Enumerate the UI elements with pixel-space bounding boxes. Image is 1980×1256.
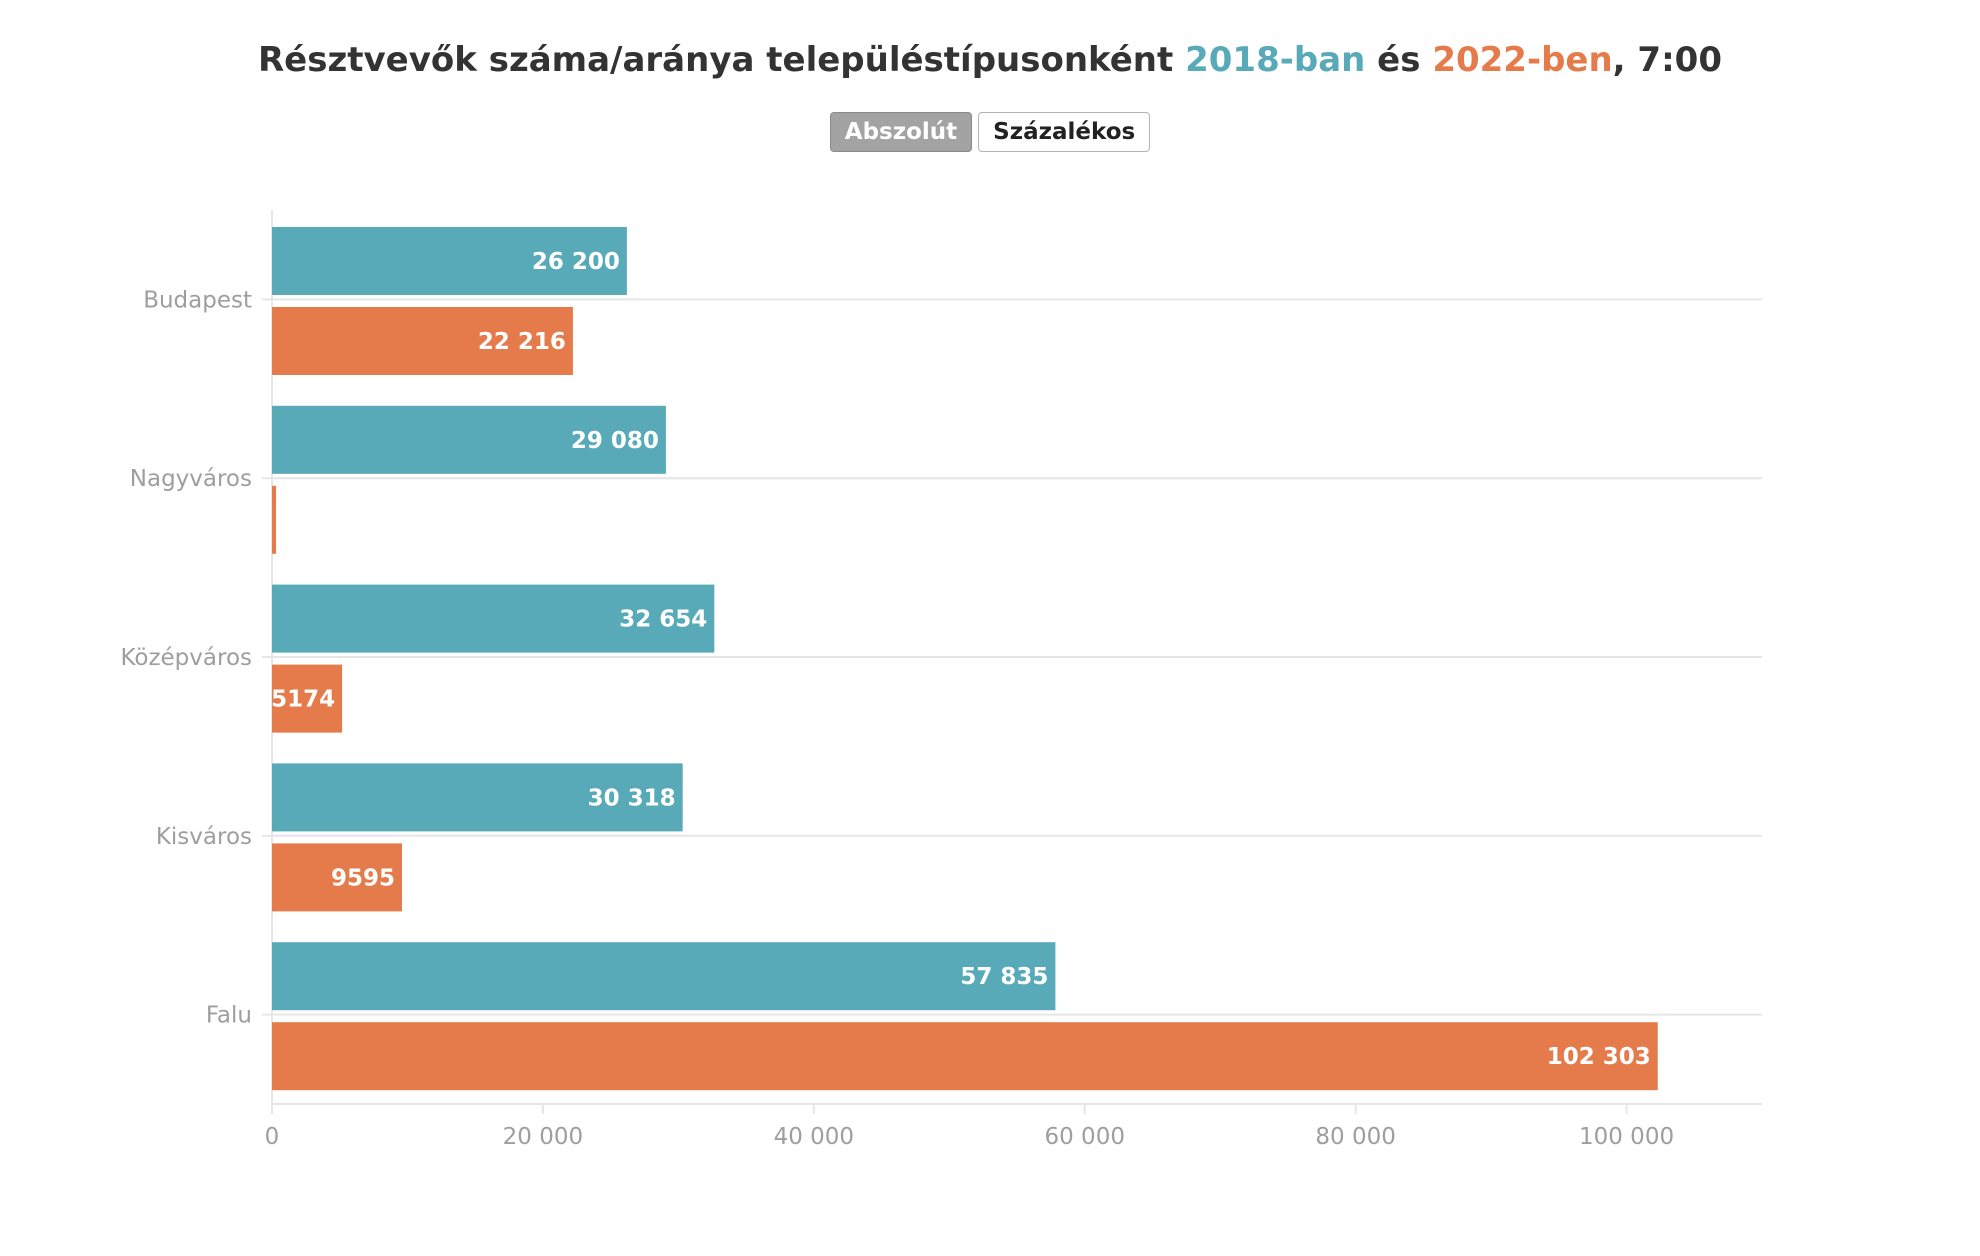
bar-value-label: 102 303 (1547, 1044, 1651, 1070)
bar-value-label: 26 200 (532, 249, 620, 275)
category-label: Nagyváros (130, 466, 252, 492)
title-year-2022: 2022-ben (1432, 40, 1613, 80)
category-label: Falu (206, 1003, 252, 1029)
bar-2022-kisváros[interactable] (272, 843, 402, 912)
category-label: Budapest (143, 287, 252, 313)
absolute-toggle-button[interactable]: Abszolút (829, 112, 973, 152)
bar-value-label: 9595 (331, 865, 395, 891)
bar-value-label: 29 080 (571, 428, 659, 454)
bar-2018-középváros[interactable] (272, 584, 715, 653)
x-tick-label: 40 000 (774, 1124, 854, 1150)
title-year-2018: 2018-ban (1185, 40, 1366, 80)
bar-value-label: 22 216 (478, 329, 566, 355)
bar-2022-középváros[interactable] (272, 664, 343, 733)
bar-value-label: 57 835 (960, 964, 1048, 990)
bar-value-label: 32 654 (619, 607, 707, 633)
category-label: Középváros (120, 645, 252, 671)
x-tick-label: 80 000 (1315, 1124, 1395, 1150)
category-label: Kisváros (156, 824, 252, 850)
title-prefix: Résztvevők száma/aránya településtípuson… (258, 40, 1186, 80)
bar-2018-nagyváros[interactable] (272, 405, 666, 474)
x-tick-label: 60 000 (1044, 1124, 1124, 1150)
bar-value-label: 30 318 (588, 785, 676, 811)
bar-2022-nagyváros[interactable] (272, 485, 277, 554)
percent-toggle-button[interactable]: Százalékos (978, 112, 1151, 152)
x-tick-label: 100 000 (1579, 1124, 1674, 1150)
bar-value-label: 5174 (271, 687, 335, 713)
bar-2022-budapest[interactable] (272, 307, 573, 375)
bar-2022-falu[interactable] (272, 1022, 1658, 1091)
x-tick-label: 0 (265, 1124, 280, 1150)
bar-2018-budapest[interactable] (272, 227, 627, 295)
title-suffix: , 7:00 (1612, 40, 1722, 80)
chart-title: Résztvevők száma/aránya településtípuson… (0, 40, 1980, 80)
view-toggle: Abszolút Százalékos (0, 112, 1980, 152)
title-middle: és (1365, 40, 1433, 80)
bar-2018-kisváros[interactable] (272, 763, 683, 832)
x-tick-label: 20 000 (503, 1124, 583, 1150)
bar-2018-falu[interactable] (272, 942, 1056, 1011)
